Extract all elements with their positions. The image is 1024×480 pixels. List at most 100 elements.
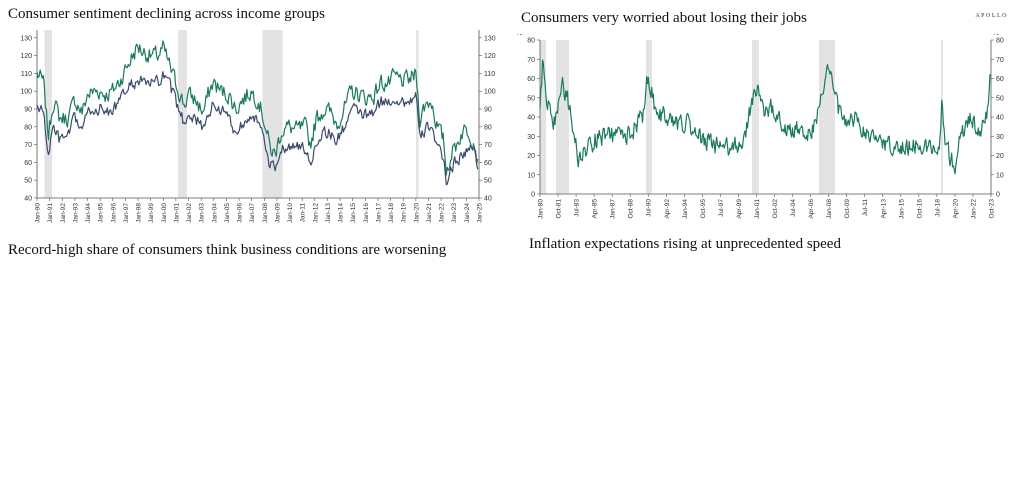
x-tick-label: Jan-13 bbox=[325, 203, 332, 223]
x-tick-label: Oct-81 bbox=[556, 199, 563, 219]
x-tick-label: Oct-02 bbox=[772, 199, 779, 219]
y-tick-label-right: 100 bbox=[484, 89, 496, 96]
series-line-2 bbox=[36, 71, 479, 186]
x-tick-label: Jan-01 bbox=[173, 203, 180, 223]
recession-band bbox=[262, 30, 283, 198]
x-tick-label: Jul-11 bbox=[862, 199, 869, 217]
chart-3-title: Record-high share of consumers think bus… bbox=[8, 242, 447, 258]
recession-band bbox=[646, 40, 652, 194]
y-tick-label-right: 130 bbox=[484, 35, 496, 42]
x-tick-label: Jan-21 bbox=[426, 203, 433, 223]
y-tick-label-left: 80 bbox=[527, 38, 535, 45]
y-tick-label-left: 60 bbox=[527, 76, 535, 83]
y-tick-label-right: 80 bbox=[484, 124, 492, 131]
x-tick-label: Jan-17 bbox=[375, 203, 382, 223]
y-tick-label-right: 50 bbox=[996, 95, 1004, 102]
x-tick-label: Jan-16 bbox=[363, 203, 370, 223]
chart-2-title: Consumers very worried about losing thei… bbox=[521, 10, 807, 26]
x-tick-label: Jan-96 bbox=[110, 203, 117, 223]
x-tick-label: Jul-97 bbox=[718, 199, 725, 217]
x-tick-label: Oct-95 bbox=[700, 199, 707, 219]
y-tick-label-right: 40 bbox=[996, 115, 1004, 122]
y-tick-label-left: 10 bbox=[527, 172, 535, 179]
recession-band bbox=[752, 40, 759, 194]
x-tick-label: Jan-22 bbox=[970, 199, 977, 219]
y-tick-label-left: 110 bbox=[21, 71, 32, 78]
x-tick-label: Apr-06 bbox=[808, 199, 815, 219]
x-tick-label: Jan-91 bbox=[47, 203, 54, 223]
y-tick-label-right: 60 bbox=[996, 76, 1004, 83]
x-tick-label: Jan-05 bbox=[224, 203, 231, 223]
y-tick-label-right: 50 bbox=[484, 178, 492, 185]
x-tick-label: Jan-24 bbox=[464, 203, 471, 223]
recession-band bbox=[540, 40, 546, 194]
x-tick-label: Jan-92 bbox=[60, 203, 67, 223]
x-tick-label: Jan-08 bbox=[826, 199, 833, 219]
chart-4: 0.00.00.50.51.01.01.51.52.02.02.52.53.03… bbox=[512, 264, 1024, 480]
x-tick-label: Jan-94 bbox=[85, 203, 92, 223]
apollo-logo: APOLLO bbox=[975, 13, 1008, 19]
y-tick-label-left: 50 bbox=[527, 95, 535, 102]
x-tick-label: Apr-13 bbox=[880, 199, 887, 219]
x-tick-label: Oct-09 bbox=[844, 199, 851, 219]
series-line-1 bbox=[36, 40, 479, 176]
y-tick-label-left: 70 bbox=[24, 142, 32, 149]
x-tick-label: Jan-25 bbox=[477, 203, 484, 223]
recession-band bbox=[819, 40, 835, 194]
y-tick-label-right: 110 bbox=[484, 71, 495, 78]
y-tick-label-left: 120 bbox=[20, 53, 32, 60]
chart-1-title: Consumer sentiment declining across inco… bbox=[8, 6, 326, 22]
x-tick-label: Jan-22 bbox=[439, 203, 446, 223]
y-axis-label-right: % bbox=[993, 34, 999, 37]
recession-band bbox=[941, 40, 943, 194]
x-tick-label: Jan-87 bbox=[610, 199, 617, 219]
x-tick-label: Jan-93 bbox=[72, 203, 79, 223]
y-tick-label-right: 120 bbox=[484, 53, 496, 60]
x-tick-label: Jul-83 bbox=[574, 199, 581, 217]
x-tick-label: Jan-12 bbox=[312, 203, 319, 223]
y-tick-label-right: 20 bbox=[996, 153, 1004, 160]
chart-1: 40 40 50 50 60 60 70 70 80 80 90 90 100 100 110 110 120 1… bbox=[20, 30, 496, 223]
x-tick-label: Jan-23 bbox=[451, 203, 458, 223]
x-tick-label: Jan-98 bbox=[136, 203, 143, 223]
x-tick-label: Jan-95 bbox=[98, 203, 105, 223]
y-tick-label-left: 20 bbox=[527, 153, 535, 160]
x-tick-label: Jan-80 bbox=[538, 199, 545, 219]
y-tick-label-right: 70 bbox=[996, 57, 1004, 64]
x-tick-label: Jan-04 bbox=[211, 203, 218, 223]
x-tick-label: Apr-85 bbox=[592, 199, 599, 219]
x-tick-label: Oct-88 bbox=[628, 199, 635, 219]
x-tick-label: Jan-03 bbox=[199, 203, 206, 223]
y-tick-label-right: 70 bbox=[484, 142, 492, 149]
y-axis-label-left: % bbox=[516, 34, 522, 37]
chart-2: 0 0 10 10 20 20 30 30 40 40 50 50 60 60 70 70 80 80%% Jan-… bbox=[516, 34, 1004, 219]
x-tick-label: Oct-23 bbox=[989, 199, 996, 219]
recession-band bbox=[556, 40, 569, 194]
y-tick-label-left: 100 bbox=[20, 89, 32, 96]
y-tick-label-left: 70 bbox=[527, 57, 535, 64]
x-tick-label: Apr-20 bbox=[952, 199, 959, 219]
x-tick-label: Apr-92 bbox=[664, 199, 671, 219]
x-tick-label: Jan-14 bbox=[338, 203, 345, 223]
y-tick-label-right: 80 bbox=[996, 38, 1004, 45]
y-tick-label-right: 30 bbox=[996, 134, 1004, 141]
x-tick-label: Jan-06 bbox=[237, 203, 244, 223]
x-tick-label: Jan-09 bbox=[274, 203, 281, 223]
x-tick-label: Jul-04 bbox=[790, 199, 797, 217]
x-tick-label: Jan-02 bbox=[186, 203, 193, 223]
y-tick-label-left: 40 bbox=[527, 115, 535, 122]
x-tick-label: Jan-18 bbox=[388, 203, 395, 223]
x-tick-label: Jan-00 bbox=[161, 203, 168, 223]
x-tick-label: Apr-99 bbox=[736, 199, 743, 219]
chart-4-title: Inflation expectations rising at unprece… bbox=[529, 236, 841, 252]
x-tick-label: Jan-94 bbox=[682, 199, 689, 219]
x-tick-label: Jan-15 bbox=[898, 199, 905, 219]
y-tick-label-left: 40 bbox=[24, 196, 32, 203]
x-tick-label: Oct-16 bbox=[916, 199, 923, 219]
y-tick-label-right: 60 bbox=[484, 160, 492, 167]
x-tick-label: Jan-99 bbox=[148, 203, 155, 223]
x-tick-label: Jan-20 bbox=[413, 203, 420, 223]
y-tick-label-left: 130 bbox=[20, 35, 32, 42]
y-tick-label-left: 30 bbox=[527, 134, 535, 141]
x-tick-label: Jan-10 bbox=[287, 203, 294, 223]
